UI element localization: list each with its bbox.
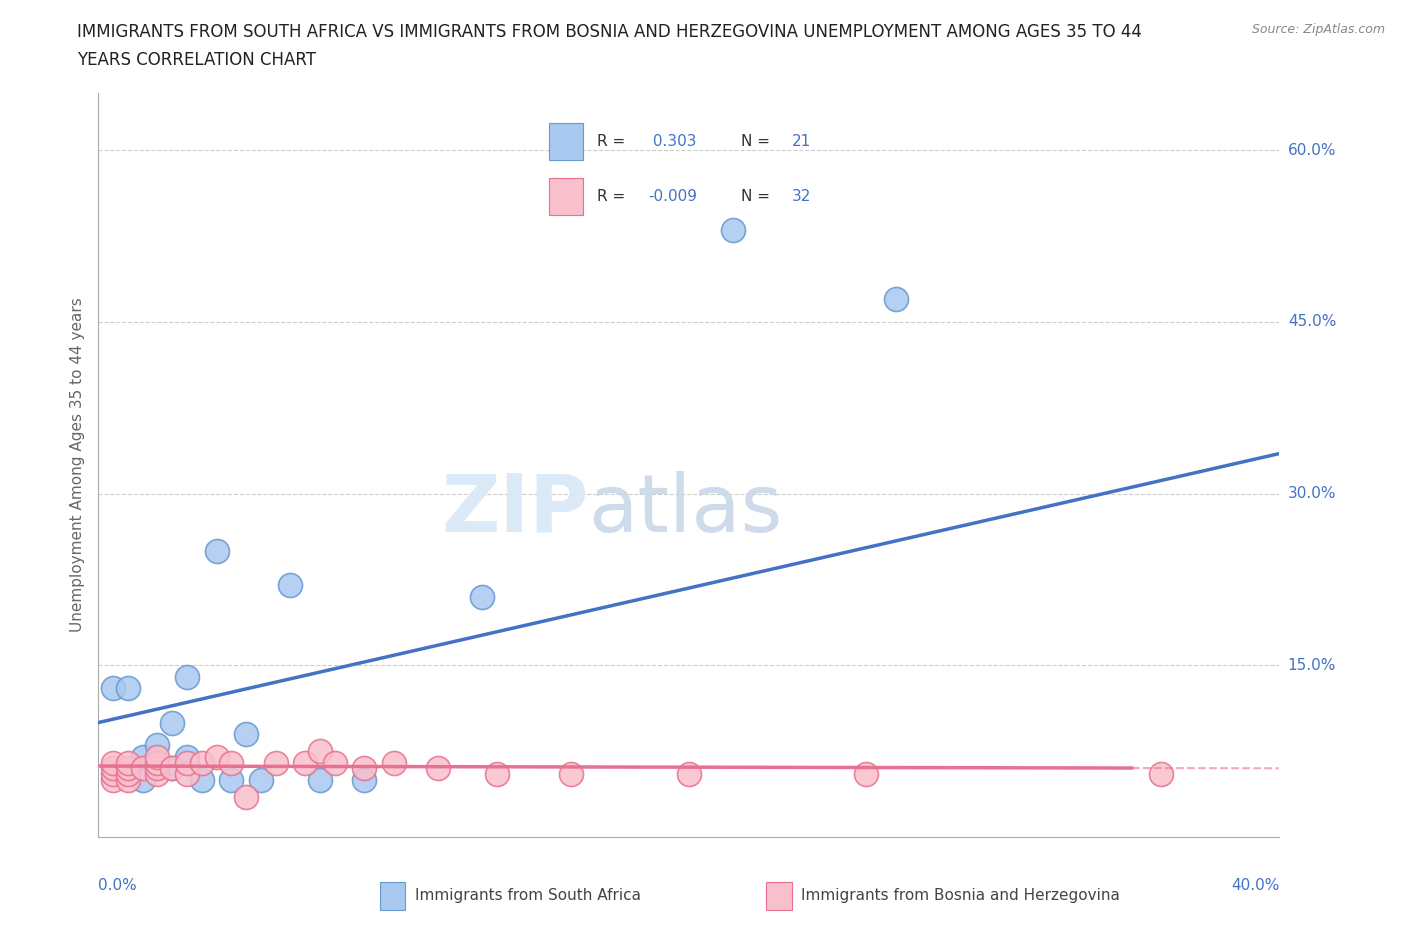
Point bbox=[191, 755, 214, 770]
Point bbox=[103, 772, 125, 787]
Point bbox=[353, 772, 375, 787]
Text: 45.0%: 45.0% bbox=[1288, 314, 1336, 329]
Text: atlas: atlas bbox=[589, 471, 783, 549]
Point bbox=[1150, 766, 1173, 781]
Point bbox=[560, 766, 582, 781]
Text: Immigrants from Bosnia and Herzegovina: Immigrants from Bosnia and Herzegovina bbox=[801, 888, 1121, 903]
Point bbox=[427, 761, 450, 776]
Text: 30.0%: 30.0% bbox=[1288, 486, 1336, 501]
Point bbox=[323, 755, 346, 770]
Point bbox=[205, 750, 228, 764]
Text: Immigrants from South Africa: Immigrants from South Africa bbox=[415, 888, 641, 903]
Point bbox=[205, 543, 228, 558]
Point bbox=[855, 766, 877, 781]
Point bbox=[103, 755, 125, 770]
Point bbox=[146, 766, 169, 781]
Point bbox=[486, 766, 509, 781]
Text: 0.0%: 0.0% bbox=[98, 878, 138, 893]
Point bbox=[146, 761, 169, 776]
Point bbox=[103, 766, 125, 781]
Text: 15.0%: 15.0% bbox=[1288, 658, 1336, 672]
Point bbox=[235, 726, 257, 741]
Text: Source: ZipAtlas.com: Source: ZipAtlas.com bbox=[1251, 23, 1385, 36]
Text: 60.0%: 60.0% bbox=[1288, 142, 1336, 158]
Point bbox=[176, 750, 198, 764]
Point bbox=[103, 681, 125, 696]
Point bbox=[117, 766, 139, 781]
Point bbox=[309, 772, 332, 787]
Point bbox=[132, 772, 155, 787]
Point bbox=[382, 755, 405, 770]
Point bbox=[221, 772, 243, 787]
Point bbox=[162, 761, 183, 776]
Point bbox=[221, 755, 243, 770]
Text: IMMIGRANTS FROM SOUTH AFRICA VS IMMIGRANTS FROM BOSNIA AND HERZEGOVINA UNEMPLOYM: IMMIGRANTS FROM SOUTH AFRICA VS IMMIGRAN… bbox=[77, 23, 1142, 41]
Y-axis label: Unemployment Among Ages 35 to 44 years: Unemployment Among Ages 35 to 44 years bbox=[69, 298, 84, 632]
Point bbox=[294, 755, 316, 770]
Point bbox=[132, 761, 155, 776]
Point bbox=[162, 761, 183, 776]
Point bbox=[146, 750, 169, 764]
Point bbox=[280, 578, 302, 592]
Point bbox=[250, 772, 273, 787]
Text: 40.0%: 40.0% bbox=[1232, 878, 1279, 893]
Point bbox=[176, 755, 198, 770]
Point bbox=[471, 590, 494, 604]
Point bbox=[723, 223, 745, 238]
Point bbox=[117, 755, 139, 770]
Point bbox=[103, 761, 125, 776]
Point bbox=[678, 766, 700, 781]
Point bbox=[191, 772, 214, 787]
Point bbox=[235, 790, 257, 804]
Point bbox=[132, 750, 155, 764]
Point bbox=[176, 670, 198, 684]
Point bbox=[117, 772, 139, 787]
Point bbox=[117, 761, 139, 776]
Point bbox=[162, 715, 183, 730]
Point bbox=[353, 761, 375, 776]
Text: ZIP: ZIP bbox=[441, 471, 589, 549]
Point bbox=[146, 755, 169, 770]
Point bbox=[146, 738, 169, 753]
Point bbox=[176, 766, 198, 781]
Point bbox=[117, 681, 139, 696]
Point bbox=[309, 744, 332, 759]
Point bbox=[884, 292, 907, 307]
Point bbox=[264, 755, 287, 770]
Text: YEARS CORRELATION CHART: YEARS CORRELATION CHART bbox=[77, 51, 316, 69]
Point bbox=[146, 761, 169, 776]
